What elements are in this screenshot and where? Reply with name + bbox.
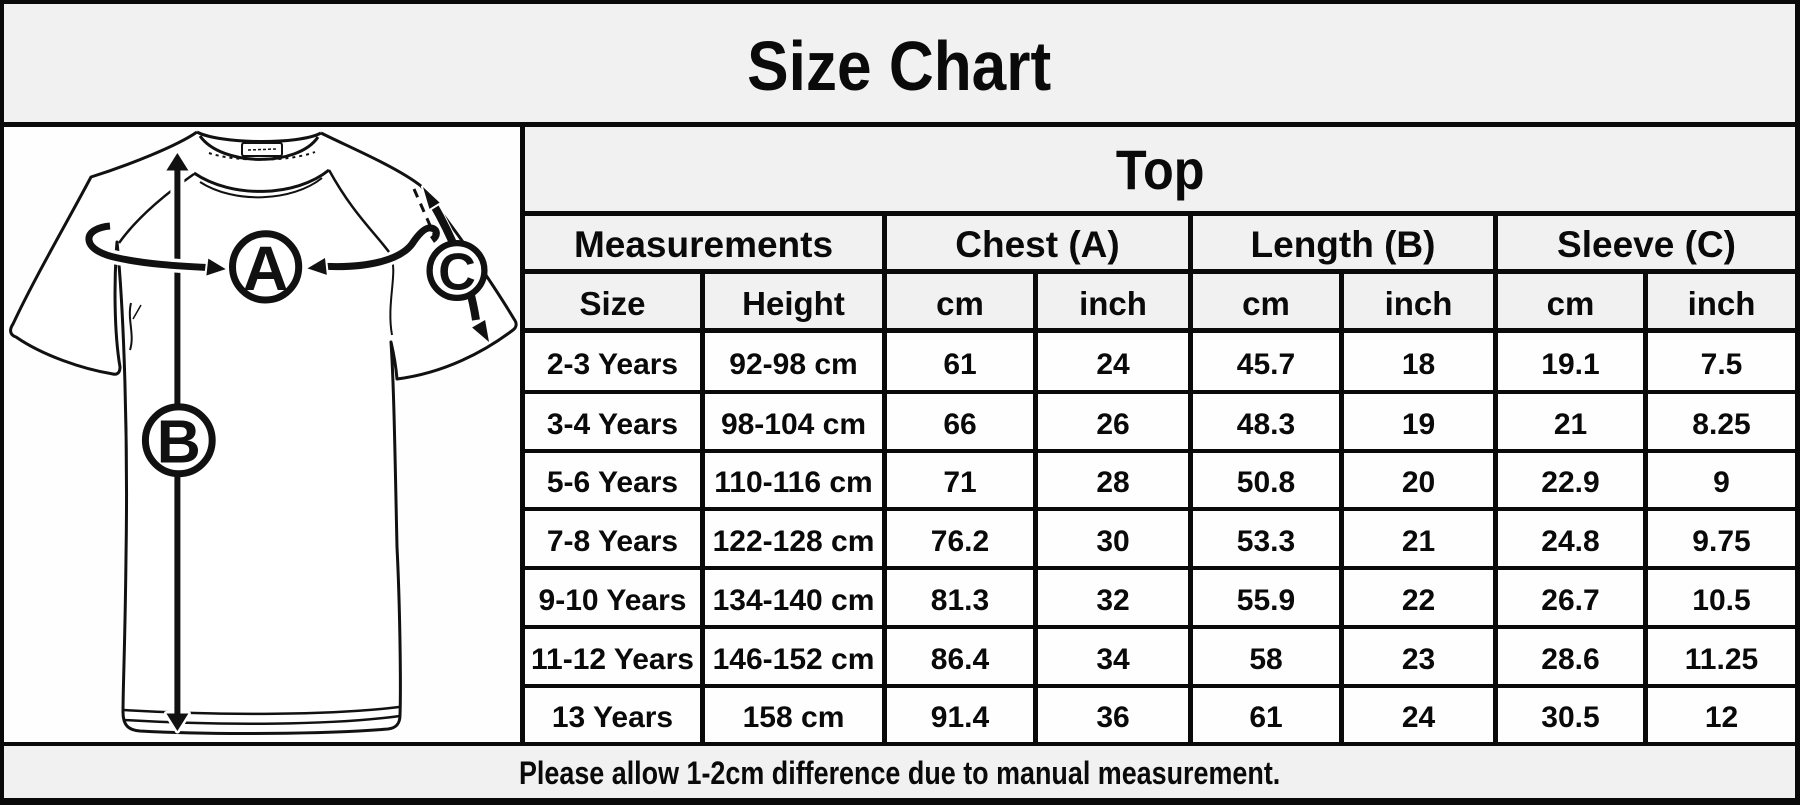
svg-text:A: A <box>243 234 289 304</box>
svg-text:C: C <box>438 244 476 302</box>
svg-text:B: B <box>157 408 201 476</box>
